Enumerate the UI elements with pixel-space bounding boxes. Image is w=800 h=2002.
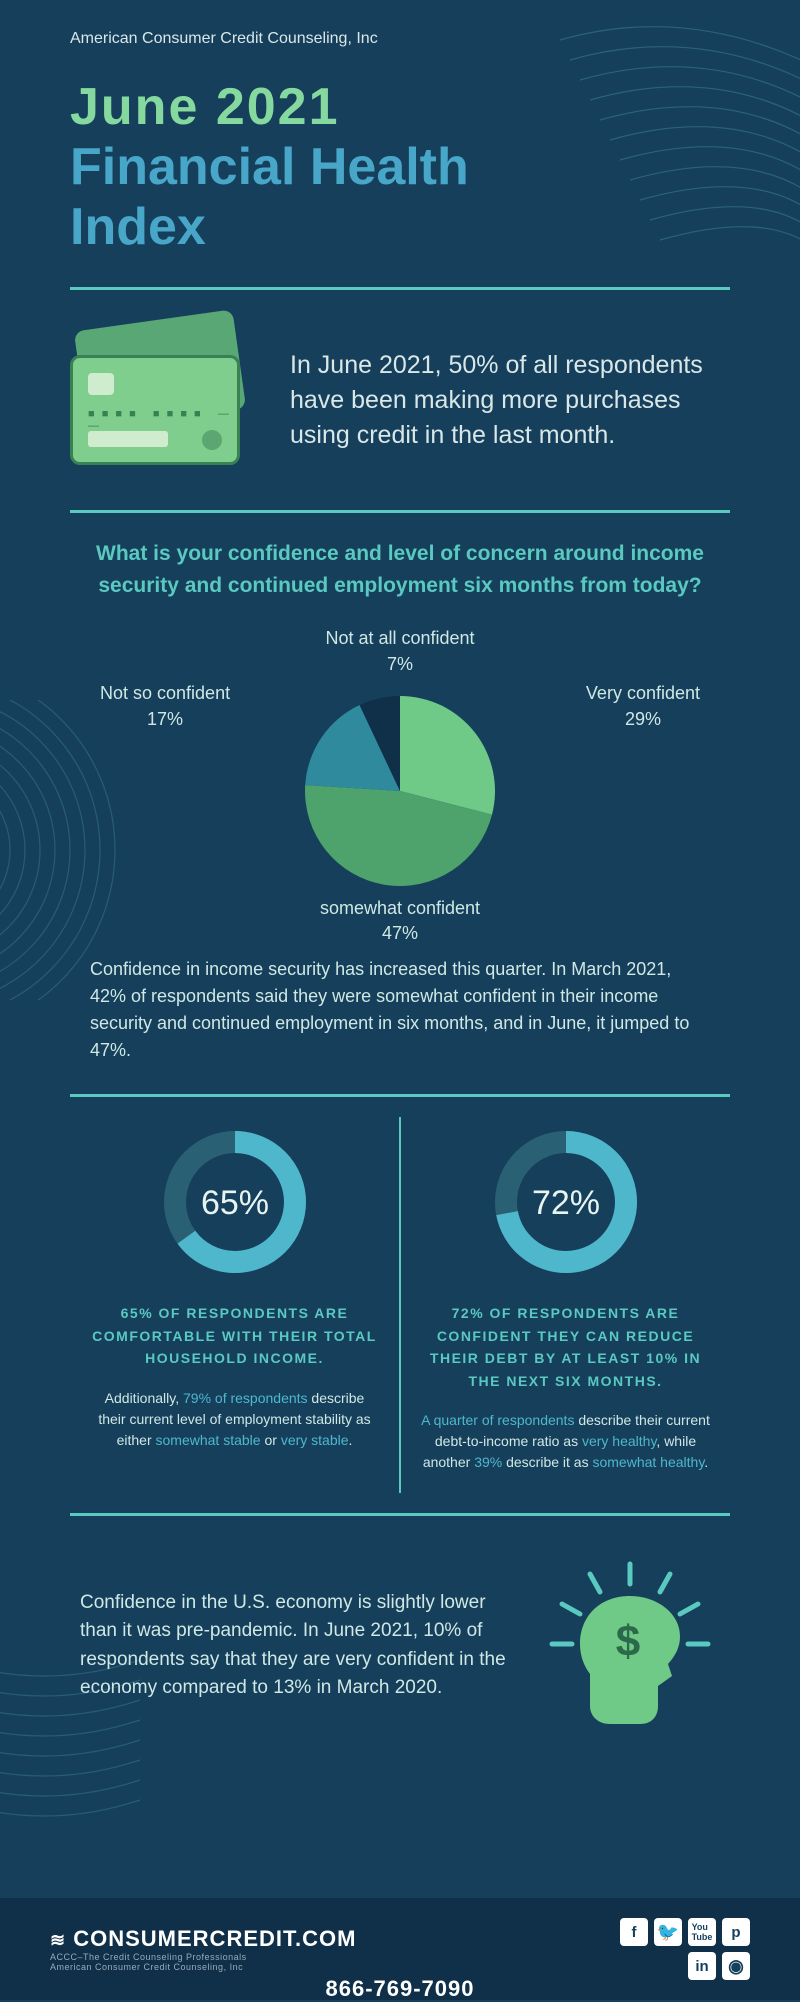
org-name: American Consumer Credit Counseling, Inc <box>70 30 730 48</box>
donut-left-heading: 65% OF RESPONDENTS ARE COMFORTABLE WITH … <box>90 1302 379 1369</box>
survey-question: What is your confidence and level of con… <box>70 533 730 606</box>
linkedin-icon[interactable]: in <box>688 1952 716 1980</box>
divider <box>70 510 730 513</box>
donut-household-income: 65% 65% OF RESPONDENTS ARE COMFORTABLE W… <box>70 1117 399 1493</box>
donut-charts-row: 65% 65% OF RESPONDENTS ARE COMFORTABLE W… <box>70 1117 730 1493</box>
title-line-1: June 2021 <box>70 78 730 138</box>
pie-label-not-at-all: Not at all confident7% <box>325 626 474 676</box>
youtube-icon[interactable]: YouTube <box>688 1918 716 1946</box>
footer-phone: 866-769-7090 <box>325 1976 474 2002</box>
page-title: June 2021 Financial Health Index <box>70 78 730 257</box>
twitter-icon[interactable]: 🐦 <box>654 1918 682 1946</box>
economy-text: Confidence in the U.S. economy is slight… <box>80 1589 510 1703</box>
social-icons: f 🐦 YouTube p in ◉ <box>620 1918 750 1980</box>
pie-label-somewhat-confident: somewhat confident47% <box>320 896 480 946</box>
facebook-icon[interactable]: f <box>620 1918 648 1946</box>
pinterest-icon[interactable]: p <box>722 1918 750 1946</box>
pie-body-text: Confidence in income security has increa… <box>70 946 730 1074</box>
svg-text:$: $ <box>616 1617 640 1666</box>
credit-card-icon: ■ ■ ■ ■ ■ ■ ■ ■ — — <box>70 320 260 480</box>
donut-left-subtext: Additionally, 79% of respondents describ… <box>90 1388 379 1451</box>
instagram-icon[interactable]: ◉ <box>722 1952 750 1980</box>
dollar-head-icon: $ <box>540 1556 720 1736</box>
intro-text: In June 2021, 50% of all respondents hav… <box>290 348 730 453</box>
divider <box>70 287 730 290</box>
donut-right-heading: 72% OF RESPONDENTS ARE CONFIDENT THEY CA… <box>421 1302 710 1392</box>
divider <box>70 1094 730 1097</box>
divider <box>70 1513 730 1516</box>
pie-label-very-confident: Very confident29% <box>586 681 700 731</box>
title-line-3: Index <box>70 198 730 258</box>
donut-debt-reduction: 72% 72% OF RESPONDENTS ARE CONFIDENT THE… <box>401 1117 730 1493</box>
title-line-2: Financial Health <box>70 138 730 198</box>
footer-logo: ≋ CONSUMERCREDIT.COM ACCC–The Credit Cou… <box>50 1926 590 1972</box>
svg-text:65%: 65% <box>200 1184 268 1222</box>
donut-right-subtext: A quarter of respondents describe their … <box>421 1410 710 1473</box>
pie-label-not-so-confident: Not so confident17% <box>100 681 230 731</box>
confidence-pie-chart: Not at all confident7% Very confident29%… <box>70 626 730 946</box>
svg-text:72%: 72% <box>531 1184 599 1222</box>
